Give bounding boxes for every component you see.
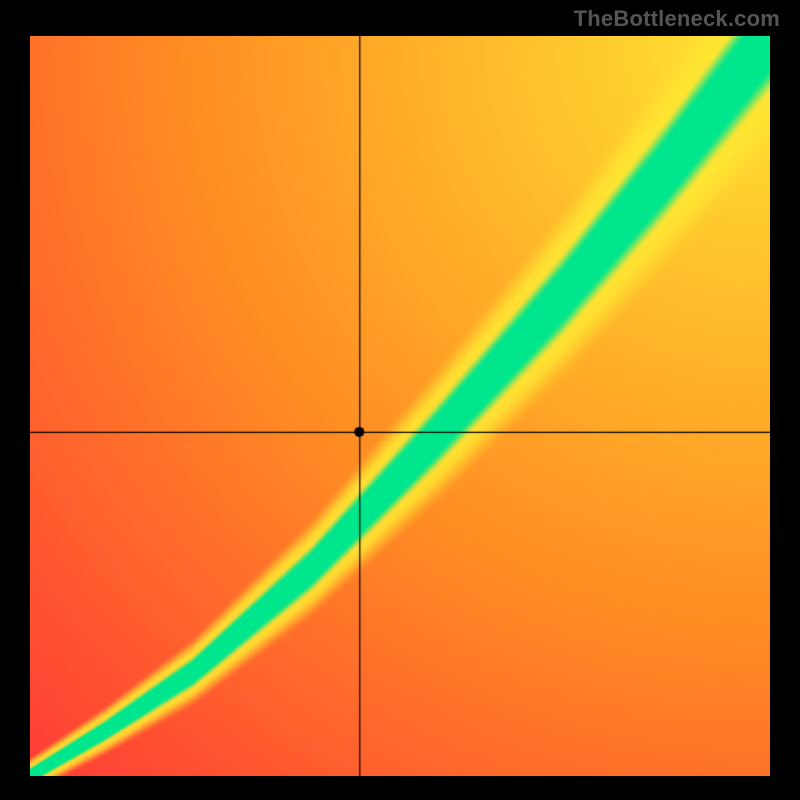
chart-container: TheBottleneck.com bbox=[0, 0, 800, 800]
heatmap-canvas bbox=[30, 36, 770, 776]
watermark-text: TheBottleneck.com bbox=[574, 6, 780, 32]
